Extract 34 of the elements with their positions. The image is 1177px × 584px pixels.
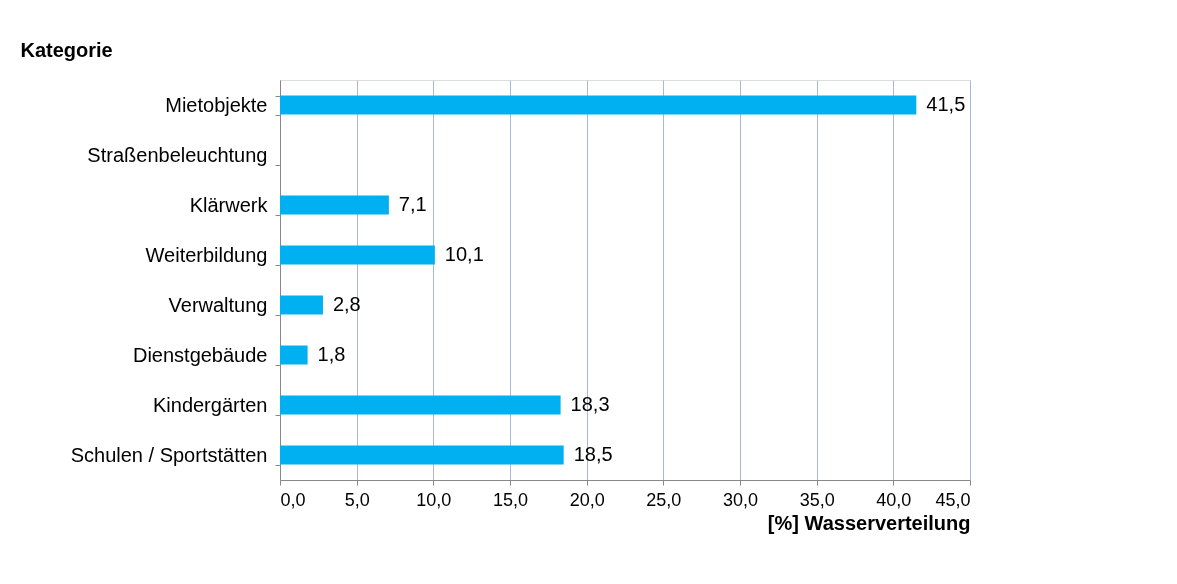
- data-label: 41,5: [926, 93, 966, 115]
- x-tick-label: 20,0: [569, 489, 605, 510]
- bar: [280, 295, 323, 315]
- data-label: 18,3: [570, 393, 610, 415]
- y-tick-label: Dienstgebäude: [132, 343, 268, 366]
- data-label: 2,8: [332, 293, 361, 315]
- data-label: 18,5: [573, 443, 613, 465]
- y-tick-label: Kindergärten: [152, 393, 268, 416]
- x-tick-label: 30,0: [722, 489, 759, 510]
- y-tick-label: Weiterbildung: [145, 243, 268, 266]
- bar: [280, 345, 308, 365]
- x-tick-label: 15,0: [492, 489, 529, 510]
- x-tick-label: 25,0: [646, 489, 682, 510]
- x-tick-label: 5,0: [344, 489, 370, 510]
- x-axis-title: [%] Wasserverteilung: [767, 511, 971, 534]
- x-tick-label: 10,0: [416, 489, 452, 510]
- bar: [280, 195, 389, 215]
- y-axis-title: Kategorie: [20, 38, 113, 61]
- data-label: 10,1: [444, 243, 484, 265]
- x-tick-label: 35,0: [799, 489, 835, 510]
- x-tick-label: 0,0: [280, 489, 306, 510]
- x-tick-label: 45,0: [935, 489, 971, 510]
- y-tick-label: Verwaltung: [168, 293, 268, 316]
- bar: [280, 95, 917, 115]
- data-label: 7,1: [398, 193, 427, 215]
- y-tick-label: Klärwerk: [189, 193, 269, 216]
- bar: [280, 245, 435, 265]
- y-tick-label: Straßenbeleuchtung: [87, 143, 268, 166]
- bar: [280, 395, 561, 415]
- x-tick-label: 40,0: [876, 489, 912, 510]
- y-tick-label: Mietobjekte: [165, 93, 268, 116]
- data-label: 1,8: [317, 343, 346, 365]
- y-tick-label: Schulen / Sportstätten: [70, 443, 268, 466]
- bar: [280, 445, 564, 465]
